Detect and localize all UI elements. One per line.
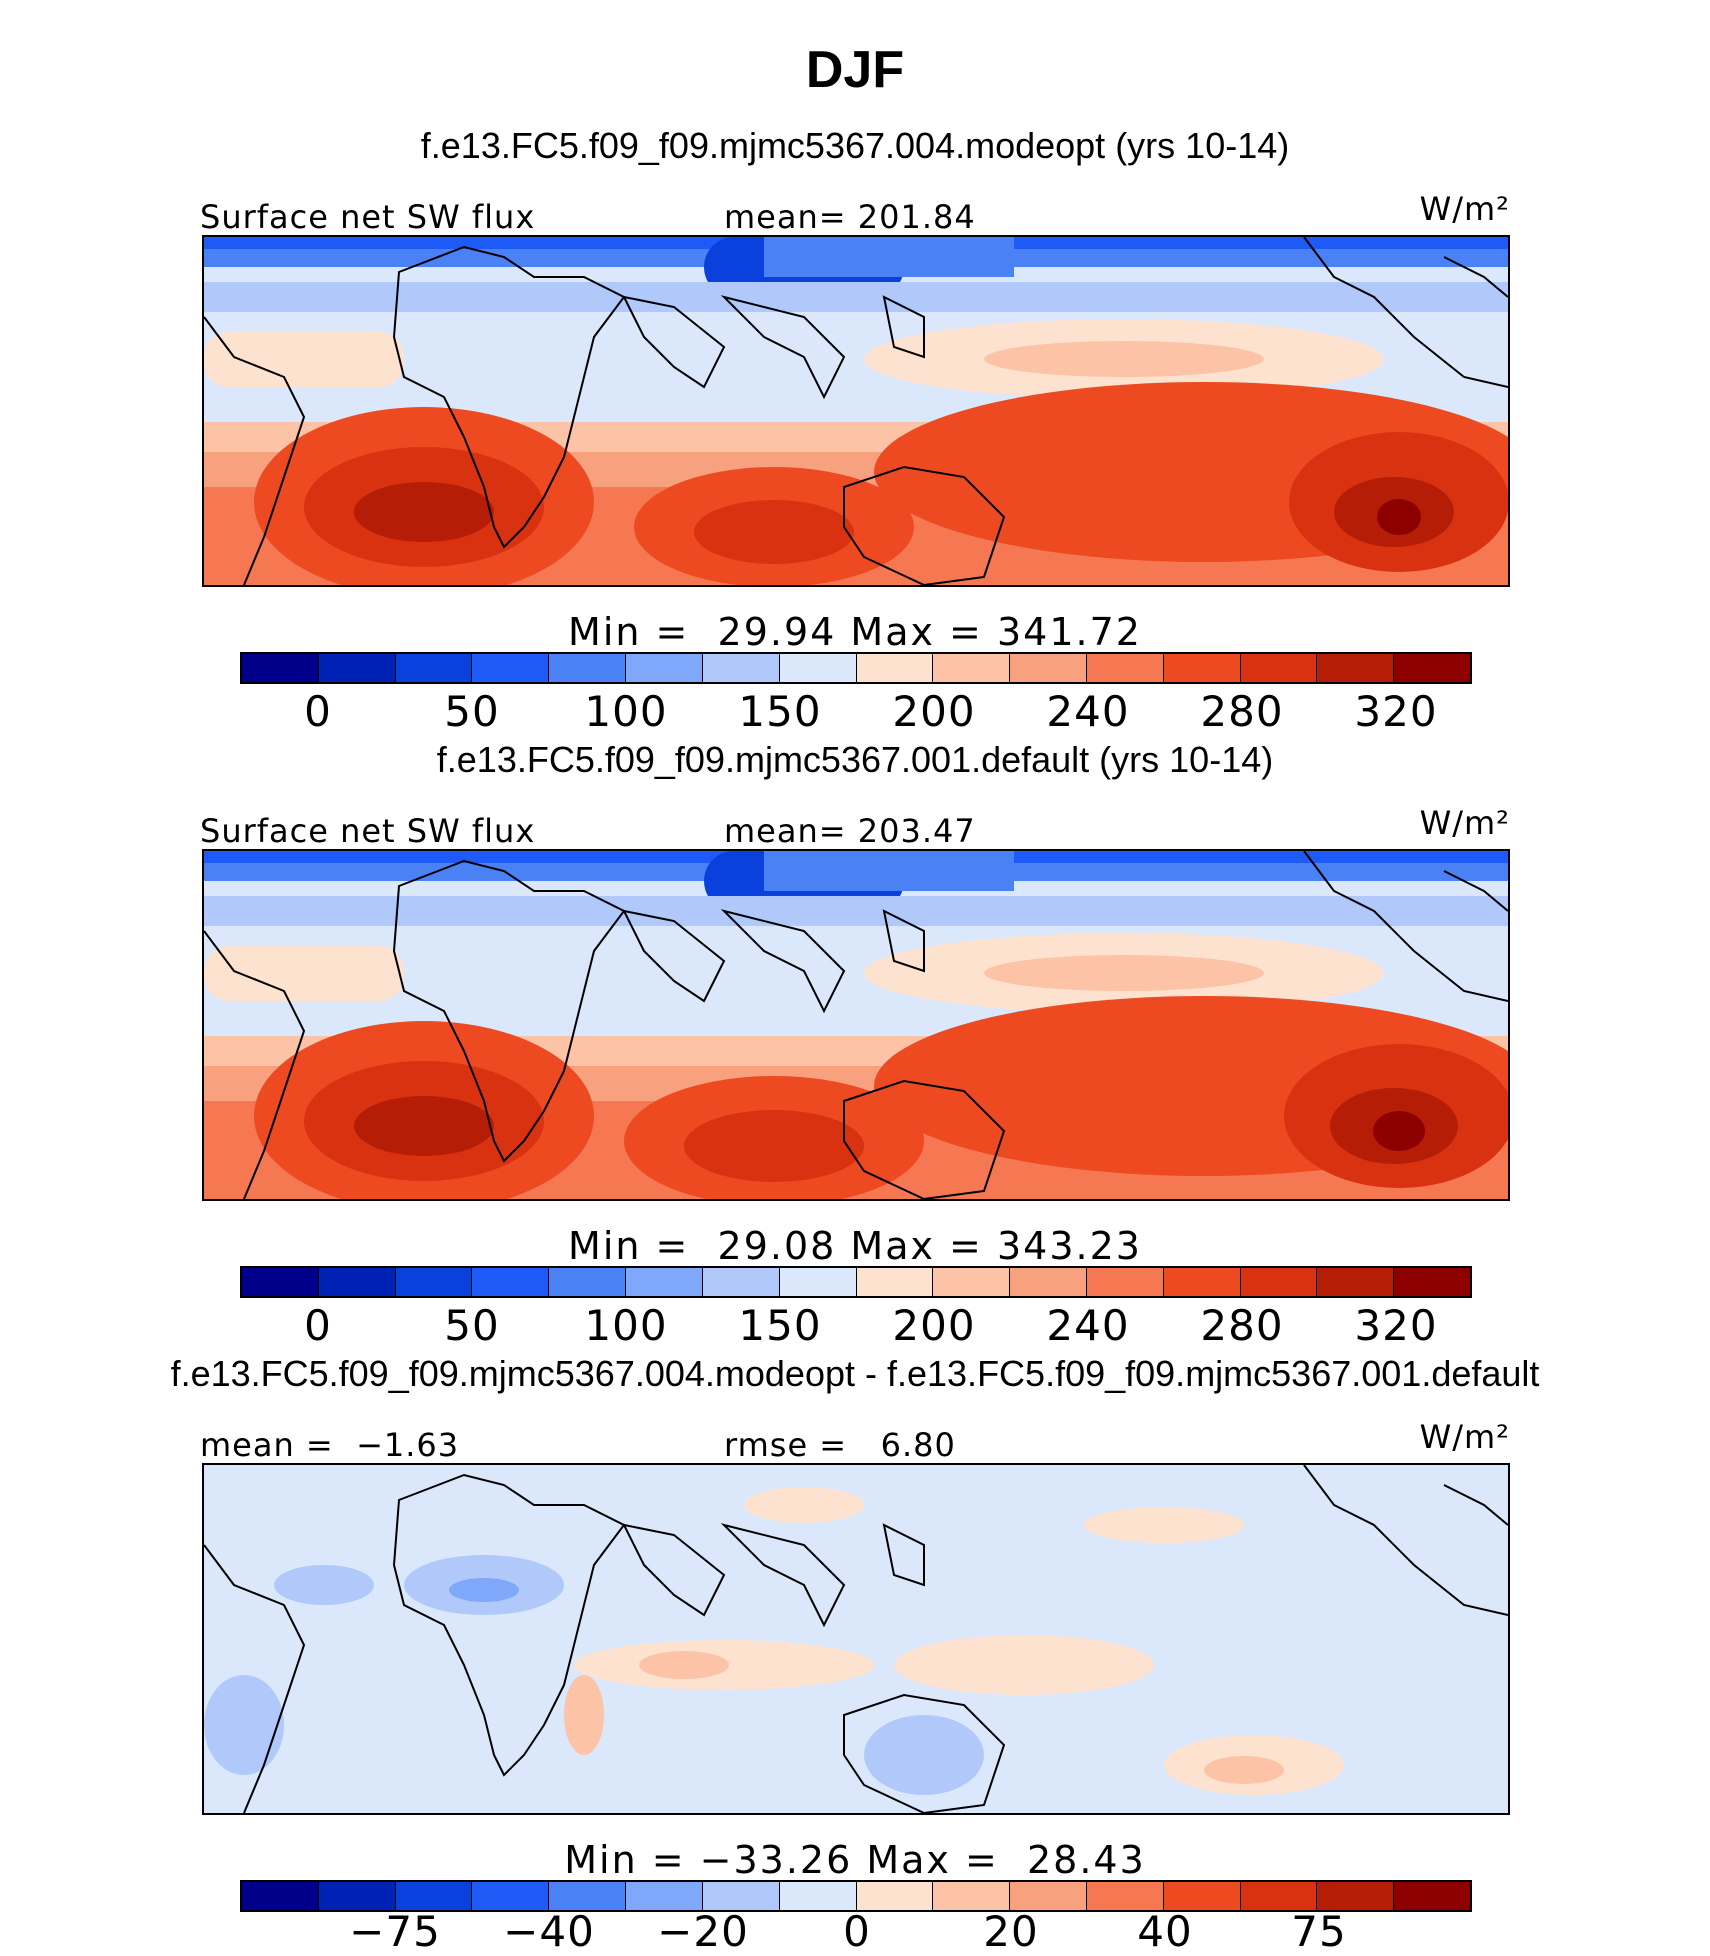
panel-1-tick: 50 [444, 687, 500, 736]
panel-2-mean-label: mean= 203.47 [724, 812, 976, 850]
colorbar-segment [1317, 1882, 1395, 1910]
panel-3-tick: −75 [349, 1907, 441, 1956]
colorbar-segment [856, 1268, 934, 1296]
colorbar-segment [1317, 654, 1395, 682]
panel-2-units-label: W/m² [1419, 804, 1510, 842]
panel-3-tick: 20 [983, 1907, 1039, 1956]
colorbar-segment [549, 654, 627, 682]
panel-2-case-title: f.e13.FC5.f09_f09.mjmc5367.001.default (… [436, 739, 1274, 780]
colorbar-segment [395, 1268, 473, 1296]
colorbar-segment [1317, 1268, 1395, 1296]
colorbar-segment [1394, 1882, 1470, 1910]
panel-2-tick: 0 [304, 1301, 332, 1350]
colorbar-segment [933, 1268, 1011, 1296]
panel-2-tick: 320 [1354, 1301, 1438, 1350]
panel-3-tick: 40 [1137, 1907, 1193, 1956]
panel-2-tick: 200 [892, 1301, 976, 1350]
colorbar-segment [933, 1882, 1011, 1910]
colorbar-segment [242, 1882, 319, 1910]
colorbar-segment [549, 1882, 627, 1910]
colorbar-segment [395, 1882, 473, 1910]
colorbar-segment [1163, 654, 1241, 682]
panel-3-rmse-label: rmse = 6.80 [724, 1426, 956, 1464]
colorbar-segment [395, 654, 473, 682]
colorbar-segment [626, 1268, 703, 1296]
panel-3-case-title: f.e13.FC5.f09_f09.mjmc5367.004.modeopt -… [170, 1353, 1540, 1394]
panel-3-min-max: Min = −33.26 Max = 28.43 [564, 1838, 1146, 1882]
colorbar-segment [1240, 1882, 1318, 1910]
panel-2-tick: 50 [444, 1301, 500, 1350]
colorbar-segment [856, 654, 934, 682]
colorbar-segment [1163, 1268, 1241, 1296]
panel-2-map [202, 849, 1510, 1201]
figure-title: DJF [805, 41, 905, 99]
colorbar-segment [702, 654, 780, 682]
panel-3-units-label: W/m² [1419, 1418, 1510, 1456]
colorbar-segment [1394, 1268, 1470, 1296]
panel-1-variable-label: Surface net SW flux [200, 198, 536, 236]
panel-1-map [202, 235, 1510, 587]
panel-3-tick: −20 [657, 1907, 749, 1956]
panel-1-mean-label: mean= 201.84 [724, 198, 976, 236]
colorbar-segment [1086, 1882, 1164, 1910]
panel-1-tick: 320 [1354, 687, 1438, 736]
colorbar-segment [1086, 654, 1164, 682]
colorbar-segment [779, 654, 857, 682]
panel-3-colorbar [240, 1880, 1472, 1912]
colorbar-segment [318, 1268, 396, 1296]
panel-3-tick: 0 [843, 1907, 871, 1956]
colorbar-segment [1086, 1268, 1164, 1296]
colorbar-segment [318, 1882, 396, 1910]
panel-1-case-title: f.e13.FC5.f09_f09.mjmc5367.004.modeopt (… [420, 125, 1290, 166]
colorbar-segment [472, 654, 550, 682]
colorbar-segment [242, 654, 319, 682]
panel-2-tick: 240 [1046, 1301, 1130, 1350]
colorbar-segment [472, 1268, 550, 1296]
panel-3-tick: 75 [1291, 1907, 1347, 1956]
colorbar-segment [1163, 1882, 1241, 1910]
colorbar-segment [779, 1268, 857, 1296]
panel-2-tick: 280 [1200, 1301, 1284, 1350]
panel-1-tick: 240 [1046, 687, 1130, 736]
colorbar-segment [779, 1882, 857, 1910]
colorbar-segment [472, 1882, 550, 1910]
colorbar-segment [1010, 1268, 1087, 1296]
panel-2-colorbar-labels: 0 50 100 150 200 240 280 320 [0, 1302, 1710, 1354]
colorbar-segment [1240, 654, 1318, 682]
panel-3-colorbar-labels: −75 −40 −20 0 20 40 75 [0, 1907, 1710, 1956]
panel-1-tick: 150 [738, 687, 822, 736]
panel-2-tick: 100 [584, 1301, 668, 1350]
panel-1-tick: 100 [584, 687, 668, 736]
colorbar-segment [1240, 1268, 1318, 1296]
panel-3-mean-label: mean = −1.63 [200, 1426, 460, 1464]
panel-2-tick: 150 [738, 1301, 822, 1350]
colorbar-segment [856, 1882, 934, 1910]
panel-2-colorbar [240, 1266, 1472, 1298]
colorbar-segment [1010, 654, 1087, 682]
colorbar-segment [1394, 654, 1470, 682]
colorbar-segment [626, 654, 703, 682]
panel-1-colorbar-labels: 0 50 100 150 200 240 280 320 [0, 688, 1710, 740]
panel-1-tick: 280 [1200, 687, 1284, 736]
panel-1-colorbar [240, 652, 1472, 684]
colorbar-segment [549, 1268, 627, 1296]
colorbar-segment [933, 654, 1011, 682]
colorbar-segment [1010, 1882, 1087, 1910]
panel-2-min-max: Min = 29.08 Max = 343.23 [568, 1224, 1142, 1268]
colorbar-segment [318, 654, 396, 682]
panel-1-min-max: Min = 29.94 Max = 341.72 [568, 610, 1142, 654]
colorbar-segment [242, 1268, 319, 1296]
panel-2-variable-label: Surface net SW flux [200, 812, 536, 850]
panel-3-tick: −40 [503, 1907, 595, 1956]
colorbar-segment [702, 1882, 780, 1910]
panel-1-units-label: W/m² [1419, 190, 1510, 228]
colorbar-segment [626, 1882, 703, 1910]
panel-1-tick: 0 [304, 687, 332, 736]
colorbar-segment [702, 1268, 780, 1296]
panel-3-map [202, 1463, 1510, 1815]
panel-1-tick: 200 [892, 687, 976, 736]
